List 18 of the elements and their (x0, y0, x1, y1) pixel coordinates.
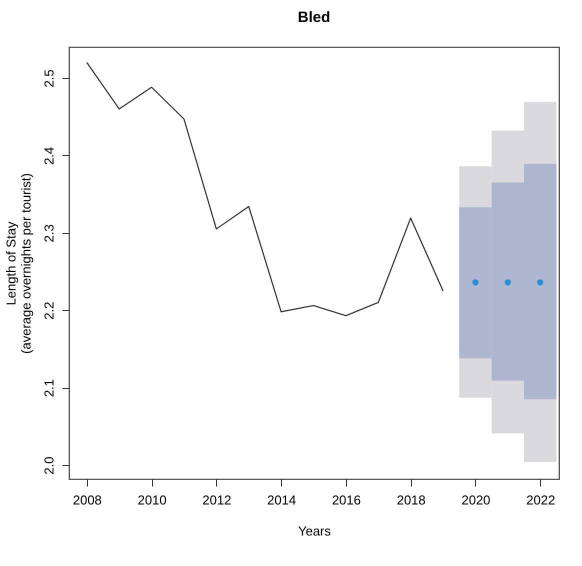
x-tick-label: 2016 (332, 492, 361, 508)
line-series (86, 62, 444, 316)
y-tick-label: 2.4 (42, 146, 56, 165)
y-tick-label: 2.5 (42, 69, 56, 88)
x-tick-label: 2022 (526, 492, 556, 508)
x-axis-title: Years (298, 524, 332, 538)
x-tick-label: 2014 (267, 492, 296, 508)
y-tick-label: 2.3 (42, 224, 56, 242)
y-tick-label: 2.2 (42, 302, 56, 320)
x-tick-label: 2008 (72, 492, 102, 508)
x-tick-label: 2020 (461, 492, 490, 508)
x-tick-label: 2012 (202, 492, 232, 508)
y-tick-label: 2.1 (42, 379, 56, 398)
chart-title: Bled (298, 9, 330, 26)
x-tick-label: 2018 (396, 492, 426, 508)
y-axis-title: Length of Stay (average overnights per tourist) (4, 173, 34, 354)
x-tick-label: 2010 (138, 492, 167, 508)
y-tick-label: 2.0 (42, 456, 56, 475)
